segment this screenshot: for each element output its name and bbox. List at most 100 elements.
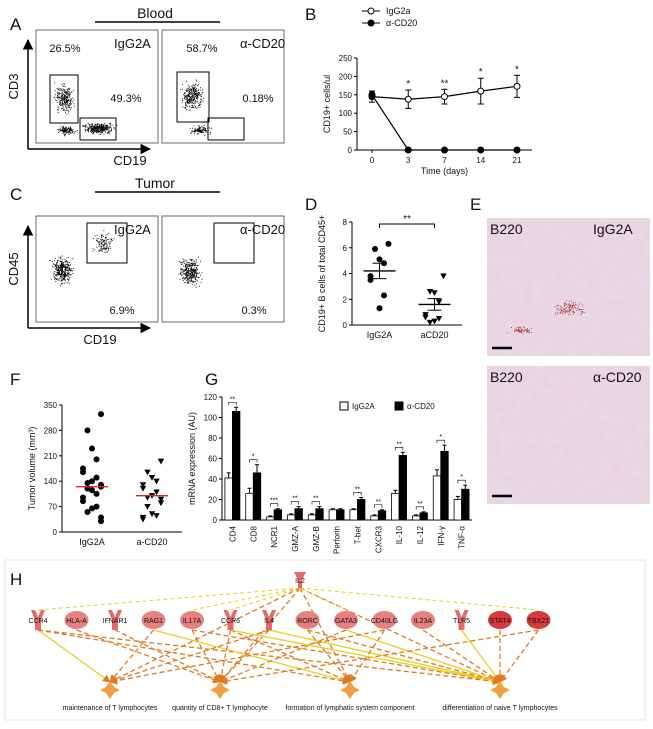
y-tick-label: 250 [339, 54, 353, 63]
x-tick-label: a-CD20 [136, 537, 167, 547]
y-tick-label: 8 [343, 218, 348, 227]
gene-node [411, 611, 435, 629]
gene-node [372, 611, 397, 629]
panel-title: Blood [137, 5, 173, 21]
gene-label: CD40LG [371, 618, 398, 625]
y-tick-label: 150 [339, 91, 353, 100]
y-tick-label: 280 [44, 426, 58, 435]
gene-node [334, 611, 358, 629]
point [84, 509, 91, 516]
network-edge [114, 629, 221, 683]
x-tick-label: CXCR3 [374, 525, 383, 553]
bar [232, 410, 241, 521]
gate [207, 117, 245, 141]
x-tick-label: NCR1 [270, 525, 279, 547]
y-tick-label: 6 [343, 244, 348, 253]
point [431, 290, 438, 297]
gate [176, 71, 210, 123]
event-dots [189, 125, 212, 136]
y-axis-label: CD45 [6, 252, 21, 285]
point [148, 511, 156, 518]
gene-label: IL23A [414, 618, 433, 625]
gene-label: CCR6 [221, 618, 240, 625]
network-edge [299, 587, 347, 611]
y-axis-label: CD19+ B cells of total CD45+ [317, 215, 327, 333]
network-edge [37, 629, 111, 683]
significance: ** [376, 499, 382, 506]
point [144, 504, 151, 510]
significance: ** [230, 396, 236, 403]
gate-percent: 49.3% [110, 93, 141, 105]
network-edge [217, 629, 232, 683]
network-edge [307, 629, 501, 684]
bar [370, 515, 379, 521]
network-edge [191, 587, 301, 611]
gene-node [64, 611, 89, 629]
bar [266, 516, 275, 521]
function-label: formation of lymphatic system component [285, 705, 414, 712]
point [372, 246, 378, 253]
gene-label: IL17A [183, 618, 202, 625]
significance-bracket [395, 447, 404, 451]
significance-bracket [228, 401, 237, 406]
bar [273, 509, 282, 521]
network-edge [37, 629, 501, 686]
significance: * [460, 474, 463, 481]
panel-letter: A [10, 15, 22, 34]
plot-frame [35, 215, 159, 323]
y-tick-label: 80 [208, 434, 217, 443]
point [376, 305, 383, 312]
y-tick-label: 120 [204, 393, 218, 402]
point [153, 513, 160, 519]
significance: * [439, 434, 442, 441]
x-tick-label: 0 [370, 156, 375, 165]
x-tick-label: 3 [406, 156, 411, 165]
plot-label: IgG2A [114, 222, 151, 237]
gate-percent: 6.9% [109, 305, 134, 317]
y-tick-label: 2 [343, 295, 348, 304]
event-dots [179, 79, 204, 111]
network-edge [76, 629, 221, 684]
gene-label: CCR4 [28, 618, 47, 625]
x-tick-label: CD8 [249, 525, 258, 542]
point [157, 500, 165, 507]
gene-label: IL4 [264, 618, 274, 625]
network-edge [219, 587, 301, 683]
point [367, 276, 374, 283]
significance-bracket [270, 503, 279, 507]
significance: ** [313, 496, 319, 503]
y-tick-label: 70 [48, 503, 57, 512]
gene-node [180, 611, 204, 629]
x-axis-label: CD19 [83, 332, 116, 347]
plot-frame [161, 29, 285, 144]
x-tick-label: aCD20 [420, 330, 448, 340]
gene-label: RORC [297, 618, 318, 625]
x-tick-label: IL-12 [416, 525, 425, 544]
significance: * [406, 79, 410, 90]
network-edge [219, 629, 270, 683]
gate-percent: 0.3% [241, 305, 266, 317]
point [422, 314, 429, 321]
network-edge [230, 629, 351, 683]
panel-letter: E [470, 195, 481, 214]
gate [49, 74, 79, 124]
y-tick-label: 100 [339, 109, 353, 118]
panel-title: Tumor [135, 175, 175, 191]
hub-label: IL2 [295, 578, 305, 585]
stain-label: B220 [490, 369, 523, 385]
event-dots [178, 256, 203, 288]
significance: *** [270, 498, 278, 505]
bar [245, 492, 254, 521]
gene-node [262, 610, 276, 630]
x-tick-label: GMZ-A [291, 525, 300, 551]
bar [224, 477, 233, 521]
y-tick-label: 350 [44, 401, 58, 410]
gene-node [526, 611, 551, 629]
gene-label: TLR5 [453, 618, 470, 625]
bar [398, 455, 407, 521]
x-tick-label: 7 [442, 156, 447, 165]
network-edge [109, 587, 301, 683]
point [477, 87, 485, 95]
significance: * [252, 454, 255, 461]
